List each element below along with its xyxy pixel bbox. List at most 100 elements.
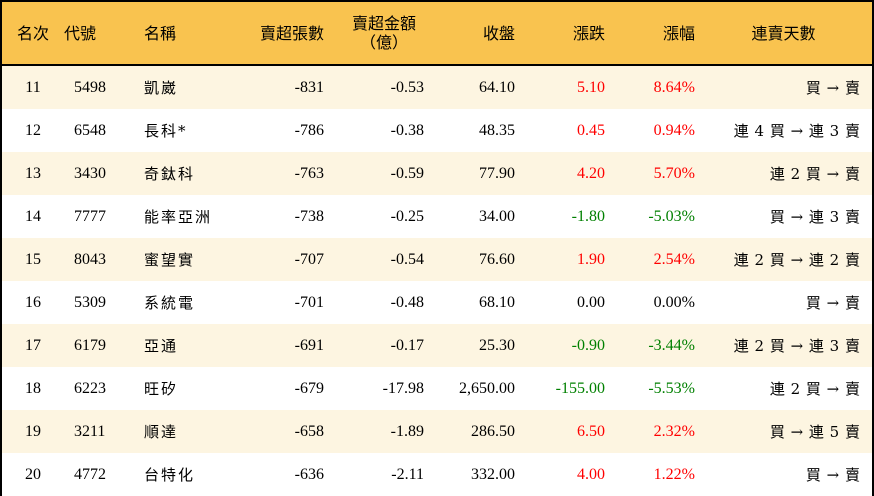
cell-name: 能率亞洲	[134, 195, 224, 238]
cell-close: 286.50	[424, 410, 515, 453]
table-row: 19 3211 順達 -658 -1.89 286.50 6.50 2.32% 買 → 連 5 …	[2, 410, 872, 453]
cell-name: 系統電	[134, 281, 224, 324]
cell-close: 25.30	[424, 324, 515, 367]
cell-change: 0.45	[515, 109, 605, 152]
cell-sell-amount: -0.54	[324, 238, 424, 281]
cell-code: 3211	[64, 410, 134, 453]
cell-pct: 0.94%	[605, 109, 695, 152]
table-row: 12 6548 長科* -786 -0.38 48.35 0.45 0.94% 連 4 買 → …	[2, 109, 872, 152]
cell-change: -0.90	[515, 324, 605, 367]
table-row: 20 4772 台特化 -636 -2.11 332.00 4.00 1.22% 買 → 賣	[2, 453, 872, 496]
cell-sell-amount: -17.98	[324, 367, 424, 410]
cell-sell-volume: -831	[224, 65, 324, 109]
cell-code: 6223	[64, 367, 134, 410]
cell-close: 76.60	[424, 238, 515, 281]
cell-days: 連 2 買 → 賣	[695, 152, 872, 195]
cell-code: 3430	[64, 152, 134, 195]
cell-rank: 19	[2, 410, 64, 453]
cell-name: 台特化	[134, 453, 224, 496]
cell-sell-volume: -738	[224, 195, 324, 238]
cell-days: 買 → 連 5 賣	[695, 410, 872, 453]
cell-days: 買 → 賣	[695, 281, 872, 324]
cell-sell-volume: -679	[224, 367, 324, 410]
cell-rank: 14	[2, 195, 64, 238]
cell-close: 68.10	[424, 281, 515, 324]
cell-pct: 0.00%	[605, 281, 695, 324]
cell-code: 8043	[64, 238, 134, 281]
header-code: 代號	[64, 2, 134, 66]
cell-rank: 17	[2, 324, 64, 367]
cell-name: 亞通	[134, 324, 224, 367]
cell-change: 4.00	[515, 453, 605, 496]
cell-sell-volume: -658	[224, 410, 324, 453]
header-days: 連賣天數	[695, 2, 872, 66]
cell-rank: 12	[2, 109, 64, 152]
cell-close: 77.90	[424, 152, 515, 195]
cell-code: 5309	[64, 281, 134, 324]
header-rank: 名次	[2, 2, 64, 66]
cell-code: 6179	[64, 324, 134, 367]
cell-rank: 18	[2, 367, 64, 410]
cell-days: 買 → 連 3 賣	[695, 195, 872, 238]
cell-pct: 1.22%	[605, 453, 695, 496]
cell-change: 4.20	[515, 152, 605, 195]
header-pct: 漲幅	[605, 2, 695, 66]
cell-close: 34.00	[424, 195, 515, 238]
header-close: 收盤	[424, 2, 515, 66]
cell-days: 連 2 買 → 賣	[695, 367, 872, 410]
cell-change: 0.00	[515, 281, 605, 324]
cell-code: 7777	[64, 195, 134, 238]
cell-sell-amount: -0.17	[324, 324, 424, 367]
cell-days: 買 → 賣	[695, 453, 872, 496]
header-sell-amount: 賣超金額 （億）	[324, 2, 424, 66]
cell-change: -155.00	[515, 367, 605, 410]
cell-pct: -5.03%	[605, 195, 695, 238]
cell-change: 1.90	[515, 238, 605, 281]
cell-sell-amount: -0.48	[324, 281, 424, 324]
cell-change: 5.10	[515, 65, 605, 109]
cell-sell-volume: -707	[224, 238, 324, 281]
cell-sell-amount: -0.53	[324, 65, 424, 109]
cell-pct: 2.54%	[605, 238, 695, 281]
table-row: 17 6179 亞通 -691 -0.17 25.30 -0.90 -3.44% 連 2 買 →…	[2, 324, 872, 367]
cell-sell-amount: -1.89	[324, 410, 424, 453]
header-sell-amount-line1: 賣超金額	[351, 14, 416, 33]
cell-pct: 8.64%	[605, 65, 695, 109]
table-row: 13 3430 奇鈦科 -763 -0.59 77.90 4.20 5.70% 連 2 買 → …	[2, 152, 872, 195]
cell-rank: 16	[2, 281, 64, 324]
cell-name: 旺矽	[134, 367, 224, 410]
table-row: 16 5309 系統電 -701 -0.48 68.10 0.00 0.00% 買 → 賣	[2, 281, 872, 324]
cell-code: 6548	[64, 109, 134, 152]
header-name: 名稱	[134, 2, 224, 66]
cell-name: 蜜望實	[134, 238, 224, 281]
table-row: 11 5498 凱崴 -831 -0.53 64.10 5.10 8.64% 買 → 賣	[2, 65, 872, 109]
cell-days: 連 4 買 → 連 3 賣	[695, 109, 872, 152]
header-change: 漲跌	[515, 2, 605, 66]
cell-rank: 20	[2, 453, 64, 496]
cell-pct: 2.32%	[605, 410, 695, 453]
header-sell-volume: 賣超張數	[224, 2, 324, 66]
cell-sell-amount: -0.25	[324, 195, 424, 238]
cell-rank: 13	[2, 152, 64, 195]
cell-close: 332.00	[424, 453, 515, 496]
cell-days: 連 2 買 → 連 2 賣	[695, 238, 872, 281]
table-row: 15 8043 蜜望實 -707 -0.54 76.60 1.90 2.54% 連 2 買 → …	[2, 238, 872, 281]
cell-rank: 15	[2, 238, 64, 281]
cell-days: 買 → 賣	[695, 65, 872, 109]
cell-name: 順達	[134, 410, 224, 453]
cell-sell-volume: -763	[224, 152, 324, 195]
cell-sell-amount: -0.59	[324, 152, 424, 195]
cell-change: -1.80	[515, 195, 605, 238]
header-sell-amount-line2: （億）	[359, 33, 408, 52]
cell-change: 6.50	[515, 410, 605, 453]
cell-name: 長科*	[134, 109, 224, 152]
cell-close: 64.10	[424, 65, 515, 109]
table-row: 14 7777 能率亞洲 -738 -0.25 34.00 -1.80 -5.03% 買 → 連…	[2, 195, 872, 238]
cell-name: 凱崴	[134, 65, 224, 109]
cell-pct: 5.70%	[605, 152, 695, 195]
header-row: 名次 代號 名稱 賣超張數 賣超金額 （億） 收盤 漲跌 漲幅 連賣天數	[2, 2, 872, 66]
cell-days: 連 2 買 → 連 3 賣	[695, 324, 872, 367]
cell-rank: 11	[2, 65, 64, 109]
